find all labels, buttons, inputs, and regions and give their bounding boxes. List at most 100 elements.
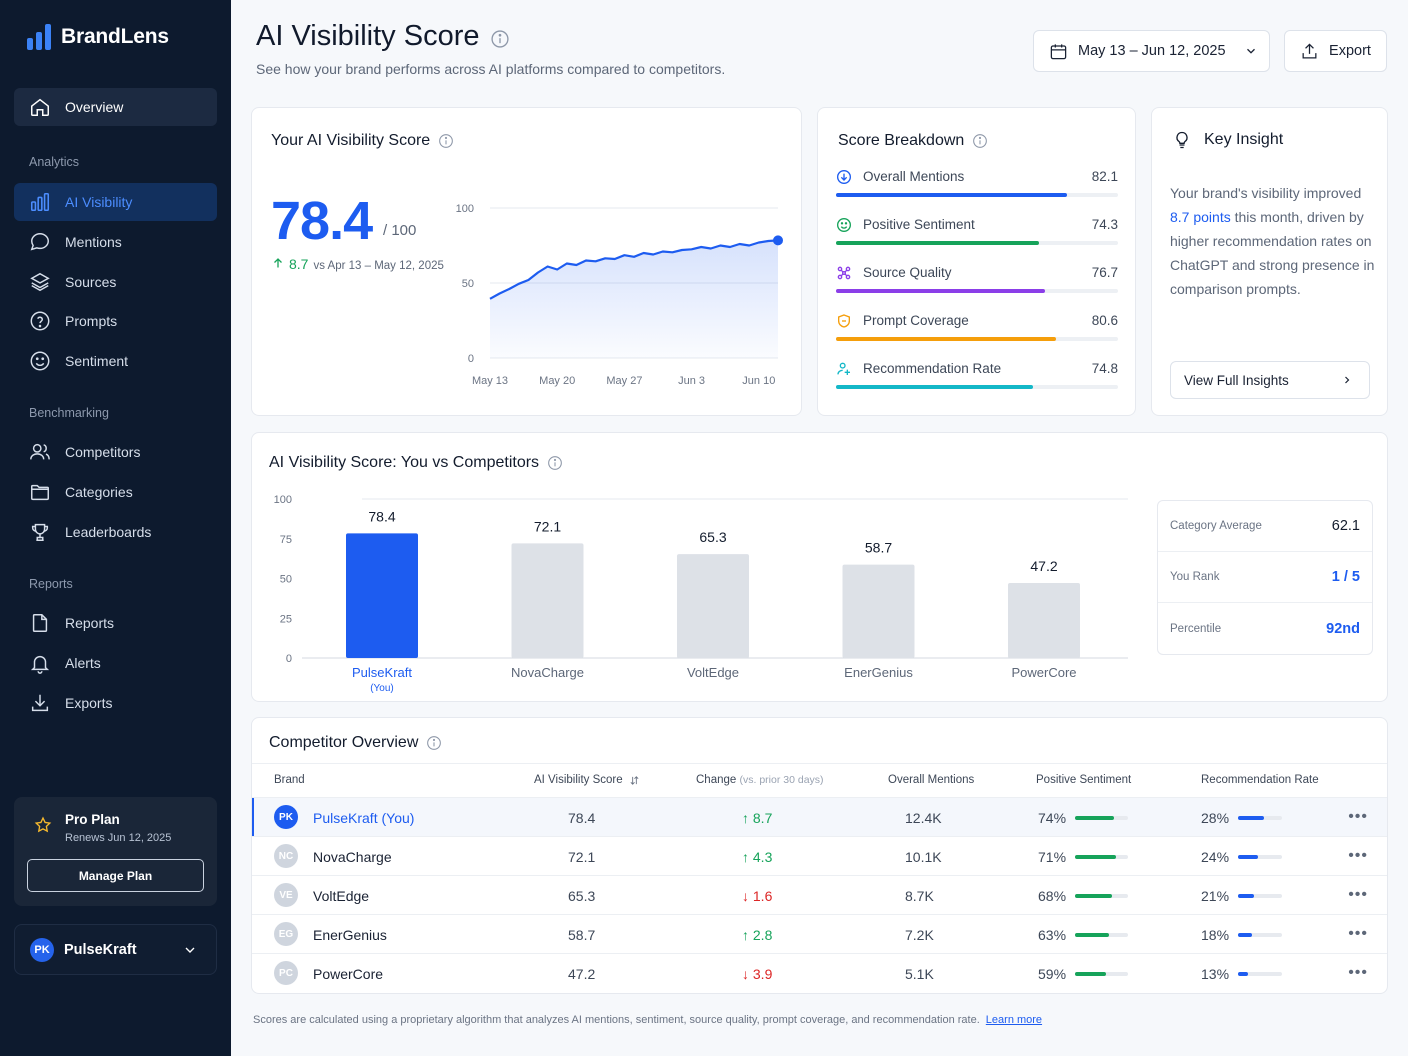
recommendation-cell: 13%: [1201, 966, 1230, 982]
more-options-icon[interactable]: •••: [1348, 847, 1368, 864]
info-icon[interactable]: [438, 133, 454, 149]
star-icon: [34, 816, 52, 833]
stat-label: Category Average: [1170, 520, 1262, 532]
insight-text: Your brand's visibility improved 8.7 poi…: [1170, 181, 1380, 301]
brand-name[interactable]: PowerCore: [313, 966, 384, 982]
competitor-overview-card: Competitor Overview Brand AI Visibility …: [251, 717, 1388, 994]
breakdown-label: Positive Sentiment: [863, 217, 975, 232]
bar-value-label: 72.1: [534, 518, 561, 534]
column-header-brand[interactable]: Brand: [274, 774, 305, 786]
brand-name[interactable]: VoltEdge: [313, 888, 370, 904]
calendar-icon: [1050, 43, 1067, 59]
x-category-label: VoltEdge: [687, 665, 739, 680]
you-note-label: (You): [370, 683, 394, 694]
avatar: PC: [274, 961, 298, 985]
card-title: Key Insight: [1172, 130, 1283, 150]
sentiment-bar-fill: [1075, 972, 1106, 976]
brand-name[interactable]: PulseKraft (You): [313, 810, 415, 826]
table-row[interactable]: EG EnerGenius 58.7 ↑ 2.8 7.2K 63% 18% ••…: [252, 914, 1387, 953]
progress-track: [836, 241, 1118, 245]
sidebar-item-label: AI Visibility: [65, 194, 133, 210]
brand-name[interactable]: NovaCharge: [313, 849, 392, 865]
sidebar-item-overview[interactable]: Overview: [14, 88, 217, 126]
learn-more-link[interactable]: Learn more: [985, 1014, 1043, 1026]
info-icon[interactable]: [547, 455, 563, 471]
date-range-picker[interactable]: May 13 – Jun 12, 2025: [1033, 30, 1270, 72]
breakdown-row-positive-sentiment: Positive Sentiment 74.3: [836, 216, 1118, 256]
stats-box: Category Average 62.1 You Rank 1 / 5 Per…: [1157, 500, 1373, 655]
table-row[interactable]: NC NovaCharge 72.1 ↑ 4.3 10.1K 71% 24% •…: [252, 836, 1387, 875]
bar-pulsekraft: [346, 533, 418, 658]
account-name: PulseKraft: [64, 941, 137, 958]
change-cell: ↓ 1.6: [742, 888, 772, 904]
column-header-recommendation[interactable]: Recommendation Rate: [1201, 774, 1319, 786]
sidebar-item-exports[interactable]: Exports: [14, 684, 217, 722]
progress-track: [836, 385, 1118, 389]
stat-category-average: Category Average 62.1: [1158, 501, 1372, 552]
recommendation-bar-fill: [1238, 933, 1253, 937]
more-options-icon[interactable]: •••: [1348, 925, 1368, 942]
column-header-change[interactable]: Change (vs. prior 30 days): [696, 774, 824, 786]
column-header-mentions[interactable]: Overall Mentions: [888, 774, 975, 786]
stat-label: Percentile: [1170, 622, 1222, 635]
sidebar-item-categories[interactable]: Categories: [14, 473, 217, 511]
more-options-icon[interactable]: •••: [1348, 808, 1368, 825]
score-change-period: vs Apr 13 – May 12, 2025: [313, 260, 444, 272]
sidebar-item-prompts[interactable]: Prompts: [14, 302, 217, 340]
avatar: NC: [274, 844, 298, 868]
x-category-label: PowerCore: [1011, 665, 1076, 680]
line-area: [490, 240, 778, 358]
bar-powercore: [1008, 582, 1080, 658]
sidebar-item-leaderboards[interactable]: Leaderboards: [14, 513, 217, 551]
sidebar-item-competitors[interactable]: Competitors: [14, 433, 217, 471]
x-category-label: EnerGenius: [844, 665, 913, 680]
avatar: EG: [274, 922, 298, 946]
manage-plan-button[interactable]: Manage Plan: [27, 859, 204, 892]
sidebar-item-sources[interactable]: Sources: [14, 263, 217, 301]
sidebar-item-label: Overview: [65, 99, 124, 115]
more-options-icon[interactable]: •••: [1348, 886, 1368, 903]
sidebar-item-ai-visibility[interactable]: AI Visibility: [14, 183, 217, 221]
sidebar-item-label: Competitors: [65, 444, 141, 460]
info-icon[interactable]: [490, 29, 510, 49]
change-cell: ↑ 4.3: [742, 849, 772, 865]
recommendation-bar: [1238, 933, 1282, 937]
stat-percentile: Percentile 92nd: [1158, 603, 1372, 654]
table-row[interactable]: PC PowerCore 47.2 ↓ 3.9 5.1K 59% 13% •••: [252, 953, 1387, 992]
breakdown-value: 76.7: [1091, 265, 1118, 280]
column-header-sentiment[interactable]: Positive Sentiment: [1036, 774, 1132, 786]
arrow-down-icon: ↓: [742, 888, 749, 904]
sidebar-item-sentiment[interactable]: Sentiment: [14, 342, 217, 380]
column-header-score[interactable]: AI Visibility Score: [534, 774, 640, 786]
info-icon[interactable]: [426, 735, 442, 751]
score-breakdown-card: Score Breakdown Overall Mentions 82.1 Po…: [817, 107, 1136, 416]
brand-name[interactable]: EnerGenius: [313, 927, 387, 943]
export-button[interactable]: Export: [1284, 30, 1387, 72]
button-label: View Full Insights: [1184, 372, 1289, 388]
brand-logo[interactable]: BrandLens: [27, 24, 169, 50]
table-row[interactable]: PK PulseKraft (You) 78.4 ↑ 8.7 12.4K 74%…: [252, 797, 1387, 837]
mentions-cell: 12.4K: [905, 810, 942, 826]
bar-chart: 100 75 50 25 0 78.4 PulseKraft (You) 72.1 NovaCha…: [274, 494, 1128, 694]
progress-fill: [836, 289, 1045, 293]
breakdown-label: Overall Mentions: [863, 169, 965, 184]
more-options-icon[interactable]: •••: [1348, 964, 1368, 981]
trophy-icon: [31, 523, 49, 541]
progress-track: [836, 193, 1118, 197]
recommendation-bar-fill: [1238, 816, 1265, 820]
view-full-insights-button[interactable]: View Full Insights: [1170, 361, 1370, 399]
arrow-up-icon: ↑: [742, 927, 749, 943]
sidebar-item-alerts[interactable]: Alerts: [14, 644, 217, 682]
info-icon[interactable]: [972, 133, 988, 149]
mentions-cell: 10.1K: [905, 849, 942, 865]
key-insight-card: Key Insight Your brand's visibility impr…: [1151, 107, 1388, 416]
sidebar-item-reports[interactable]: Reports: [14, 604, 217, 642]
account-switcher[interactable]: PK PulseKraft: [14, 924, 217, 975]
bar-energenius: [842, 564, 915, 658]
layers-icon: [30, 272, 50, 292]
users-icon: [30, 443, 50, 460]
sentiment-cell: 63%: [1038, 927, 1067, 943]
breakdown-row-recommendation-rate: Recommendation Rate 74.8: [836, 360, 1118, 400]
sidebar-item-mentions[interactable]: Mentions: [14, 223, 217, 261]
table-row[interactable]: VE VoltEdge 65.3 ↓ 1.6 8.7K 68% 21% •••: [252, 875, 1387, 914]
